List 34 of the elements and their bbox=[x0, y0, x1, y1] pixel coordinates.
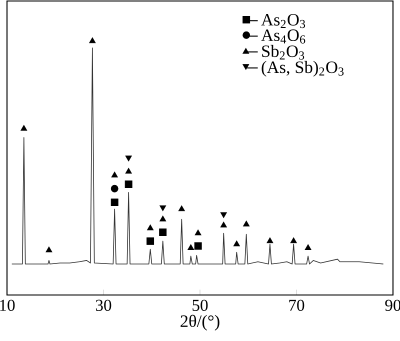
point bbox=[194, 242, 202, 250]
x-tick-label: 10 bbox=[0, 300, 15, 311]
point bbox=[266, 237, 274, 244]
point bbox=[147, 224, 154, 230]
point bbox=[146, 237, 154, 245]
point bbox=[124, 180, 132, 188]
point bbox=[46, 246, 52, 252]
point bbox=[110, 198, 118, 206]
legend-label: As$_{4}$O$_{6}$ bbox=[261, 29, 306, 44]
point bbox=[243, 220, 250, 226]
x-tick-label: 30 bbox=[96, 300, 112, 311]
point bbox=[178, 205, 185, 212]
point bbox=[125, 156, 132, 162]
point bbox=[160, 205, 166, 212]
point bbox=[233, 240, 240, 246]
point bbox=[188, 244, 194, 250]
point bbox=[290, 237, 297, 244]
legend-label: (As, Sb)$_{2}$O$_{3}$ bbox=[262, 60, 344, 77]
point bbox=[220, 212, 227, 218]
legend-label: Sb$_{2}$O$_{3}$ bbox=[262, 44, 304, 60]
point bbox=[20, 124, 28, 131]
point bbox=[111, 172, 118, 178]
point bbox=[159, 228, 167, 236]
x-tick-label: 50 bbox=[192, 300, 208, 311]
point bbox=[304, 244, 312, 250]
x-tick-label: 70 bbox=[289, 300, 304, 311]
point bbox=[89, 37, 96, 44]
point bbox=[220, 222, 227, 228]
point bbox=[160, 216, 166, 222]
point bbox=[110, 184, 118, 192]
legend-label: As$_{2}$O$_{3}$ bbox=[261, 14, 306, 28]
point bbox=[125, 168, 132, 174]
point bbox=[194, 230, 202, 236]
x-axis-title: 2θ/(°) bbox=[180, 314, 220, 331]
